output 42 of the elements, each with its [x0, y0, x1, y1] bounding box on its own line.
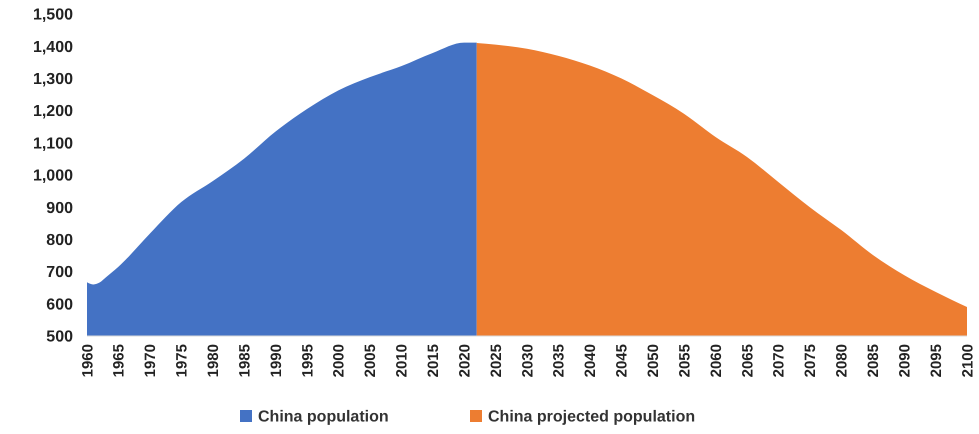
x-tick-label: 2000	[330, 344, 348, 378]
x-tick-label: 2090	[896, 344, 914, 378]
y-tick-label: 900	[46, 200, 74, 217]
x-tick-label: 2095	[928, 344, 945, 378]
x-tick-label: 2075	[802, 344, 820, 378]
x-tick-label: 1995	[299, 344, 316, 378]
x-tick-label: 1990	[268, 344, 285, 378]
y-tick-label: 1,400	[32, 38, 74, 56]
x-tick-label: 2100	[959, 344, 976, 378]
x-tick-label: 2085	[864, 344, 882, 378]
x-tick-label: 1960	[79, 344, 96, 378]
x-tick-label: 2050	[644, 344, 662, 378]
y-tick-label: 1,200	[32, 103, 74, 120]
x-tick-label: 2030	[519, 344, 536, 378]
x-tick-label: 1970	[142, 344, 160, 378]
y-tick-label: 1,100	[32, 135, 74, 152]
x-tick-label: 2065	[739, 344, 756, 378]
y-tick-label: 1,300	[32, 71, 74, 88]
x-tick-label: 2025	[488, 344, 505, 378]
y-tick-label: 500	[46, 328, 74, 346]
x-tick-label: 2005	[362, 344, 380, 378]
y-tick-label: 700	[46, 264, 74, 282]
y-tick-label: 1,000	[32, 168, 74, 185]
x-tick-label: 1965	[110, 344, 128, 378]
y-tick-label: 1,500	[32, 6, 74, 24]
y-tick-label: 800	[46, 232, 74, 249]
x-tick-label: 2020	[456, 344, 474, 378]
x-tick-label: 1980	[204, 344, 222, 378]
x-tick-label: 2080	[834, 344, 851, 378]
x-tick-label: 1985	[236, 344, 254, 378]
y-tick-label: 600	[46, 296, 74, 314]
legend-label: China population	[258, 408, 389, 426]
x-tick-label: 2070	[770, 344, 788, 378]
x-tick-label: 2055	[676, 344, 694, 378]
x-tick-label: 2015	[424, 344, 442, 378]
x-tick-label: 2010	[394, 344, 411, 378]
x-tick-label: 2040	[582, 344, 600, 378]
legend-label: China projected population	[488, 408, 696, 426]
x-tick-label: 2035	[550, 344, 568, 378]
x-tick-label: 2060	[708, 344, 725, 378]
x-tick-label: 1975	[174, 344, 191, 378]
x-tick-label: 2045	[614, 344, 631, 378]
